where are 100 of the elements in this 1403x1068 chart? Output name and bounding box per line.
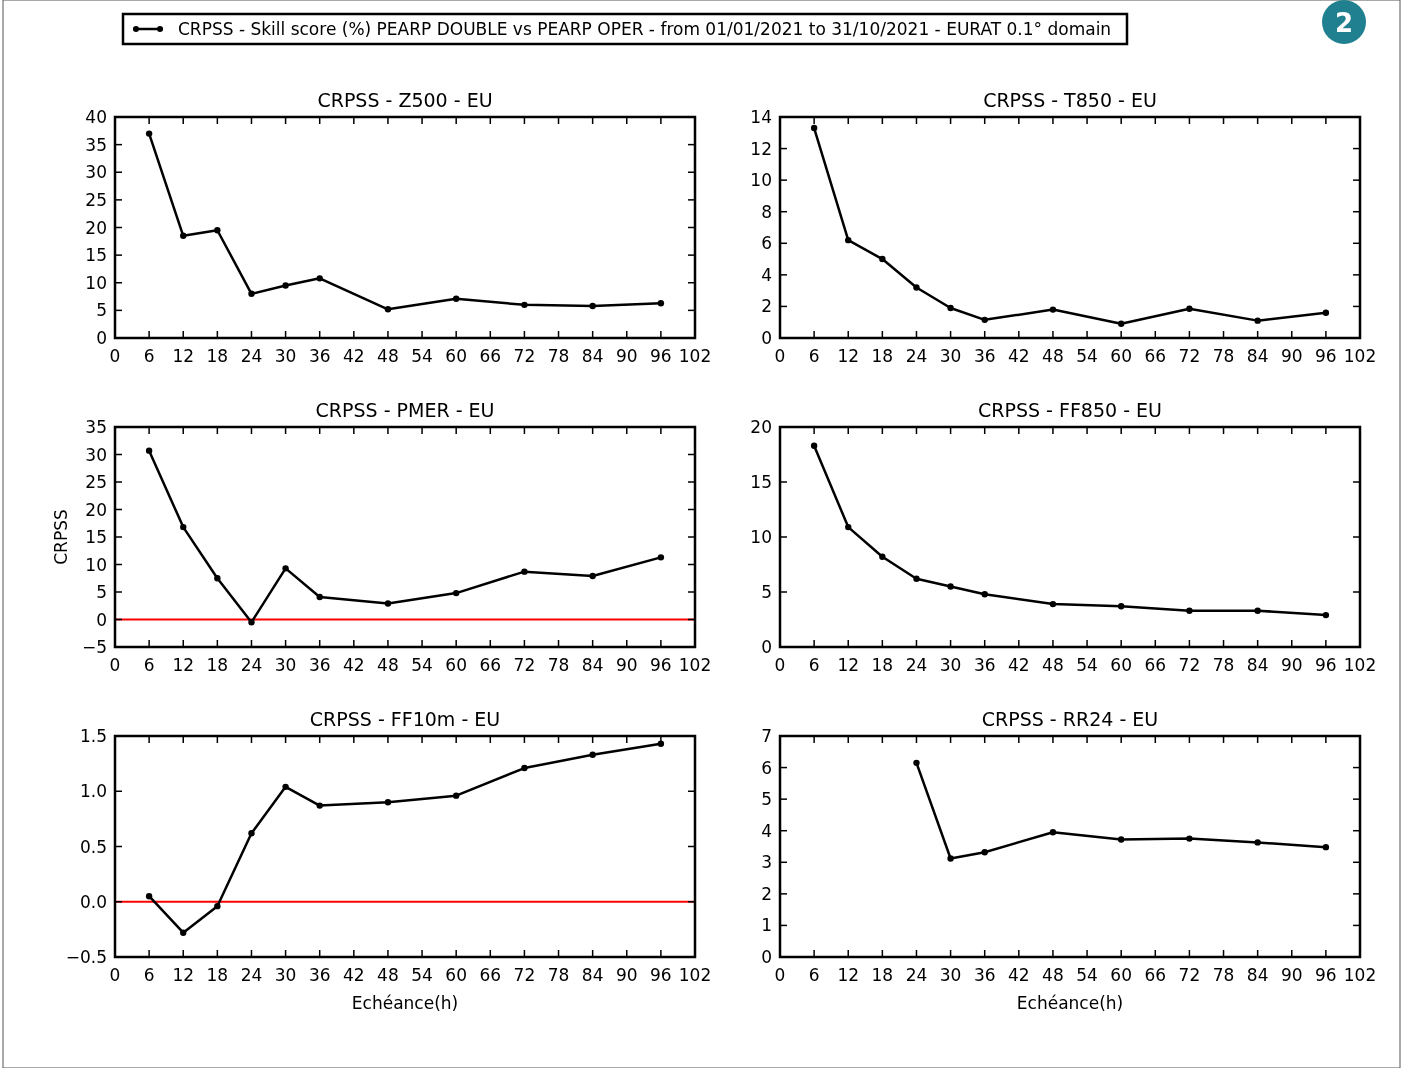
point — [384, 799, 392, 806]
x-tick-label: 12 — [172, 655, 195, 675]
x-tick-label: 30 — [939, 965, 962, 985]
x-tick-label: 66 — [1144, 346, 1167, 366]
point — [657, 554, 665, 561]
x-axis-title: Echéance(h) — [1016, 993, 1124, 1013]
x-tick-label: 90 — [615, 655, 638, 675]
x-tick-label: 54 — [1076, 965, 1098, 985]
chart-title: CRPSS - FF10m - EU — [309, 708, 501, 730]
x-tick-label: 78 — [547, 965, 570, 985]
x-tick-label: 12 — [837, 346, 860, 366]
x-tick-label: 72 — [1178, 965, 1201, 985]
point — [214, 575, 221, 582]
x-tick-label: 42 — [1008, 965, 1030, 985]
y-tick-label: 15 — [750, 472, 772, 492]
x-tick-label: 96 — [1315, 655, 1337, 675]
x-tick-label: 42 — [1008, 346, 1030, 366]
chart-title: CRPSS - PMER - EU — [315, 399, 495, 421]
y-tick-label: 14 — [750, 107, 772, 127]
point — [947, 304, 954, 312]
y-tick-label: −0.5 — [65, 947, 107, 967]
y-tick-label: 5 — [96, 582, 107, 602]
x-tick-label: 66 — [479, 655, 502, 675]
x-tick-label: 24 — [240, 965, 263, 985]
point — [316, 275, 323, 282]
point — [282, 565, 289, 572]
x-tick-label: 72 — [513, 655, 536, 675]
x-tick-label: 96 — [1315, 346, 1337, 366]
point — [657, 740, 665, 747]
x-tick-label: 24 — [905, 655, 928, 675]
y-tick-label: 30 — [85, 444, 107, 465]
x-tick-label: 60 — [1110, 346, 1132, 366]
x-tick-label: 78 — [547, 346, 570, 366]
x-tick-label: 6 — [143, 655, 155, 675]
x-tick-label: 18 — [206, 655, 229, 675]
point — [1254, 317, 1261, 324]
x-tick-label: 12 — [172, 965, 195, 985]
x-tick-label: 102 — [678, 655, 712, 675]
y-tick-label: 10 — [750, 527, 772, 547]
y-tick-label: 6 — [761, 757, 772, 778]
x-tick-label: 18 — [206, 346, 229, 366]
x-tick-label: 84 — [581, 965, 604, 985]
point — [316, 802, 323, 809]
x-tick-label: 54 — [1076, 346, 1098, 366]
point — [947, 583, 954, 590]
x-tick-label: 42 — [343, 965, 365, 985]
point — [180, 929, 187, 936]
x-tick-label: 102 — [1343, 965, 1377, 985]
y-tick-label: 0.0 — [79, 891, 107, 912]
y-tick-label: −5 — [81, 637, 107, 657]
point — [981, 848, 988, 856]
x-tick-label: 0 — [109, 346, 121, 366]
x-tick-label: 18 — [871, 346, 894, 366]
point — [981, 591, 988, 598]
x-tick-label: 36 — [308, 655, 331, 675]
y-tick-label: 40 — [85, 107, 107, 127]
y-tick-label: 25 — [85, 189, 107, 210]
x-tick-label: 0 — [774, 965, 786, 985]
point — [1049, 600, 1057, 608]
x-tick-label: 30 — [274, 655, 297, 675]
point — [589, 751, 596, 758]
point — [452, 792, 460, 799]
x-tick-label: 54 — [411, 965, 433, 985]
y-tick-label: 15 — [85, 245, 107, 266]
point — [1254, 607, 1261, 614]
point — [981, 316, 988, 324]
x-tick-label: 90 — [615, 965, 638, 985]
y-tick-label: 10 — [85, 554, 107, 575]
point — [145, 447, 153, 454]
x-tick-label: 42 — [1008, 655, 1030, 675]
point — [452, 589, 460, 597]
y-tick-label: 2 — [761, 883, 772, 904]
x-tick-label: 96 — [1315, 965, 1337, 985]
x-tick-label: 90 — [1280, 346, 1303, 366]
point — [1117, 603, 1125, 610]
x-tick-label: 36 — [973, 655, 996, 675]
y-tick-label: 0 — [761, 328, 772, 348]
y-tick-label: 20 — [85, 499, 107, 520]
x-tick-label: 24 — [905, 346, 928, 366]
chart-title: CRPSS - Z500 - EU — [317, 89, 493, 111]
y-tick-label: 25 — [85, 472, 107, 492]
x-tick-label: 54 — [411, 655, 433, 675]
x-tick-label: 84 — [581, 655, 604, 675]
point — [282, 282, 289, 289]
y-tick-label: 0 — [96, 328, 107, 348]
point — [282, 783, 289, 791]
point — [248, 830, 255, 837]
x-tick-label: 78 — [547, 655, 570, 675]
chart-title: CRPSS - RR24 - EU — [981, 708, 1159, 730]
y-tick-label: 0.5 — [79, 836, 107, 857]
x-tick-label: 12 — [837, 965, 860, 985]
x-tick-label: 90 — [1280, 655, 1303, 675]
y-axis-title: CRPSS — [51, 509, 71, 565]
point — [947, 855, 954, 862]
x-tick-label: 84 — [1246, 965, 1269, 985]
point — [214, 902, 221, 910]
point — [879, 255, 886, 263]
x-tick-label: 60 — [1110, 965, 1132, 985]
y-tick-label: 1.0 — [79, 781, 107, 802]
x-tick-label: 30 — [274, 346, 297, 366]
